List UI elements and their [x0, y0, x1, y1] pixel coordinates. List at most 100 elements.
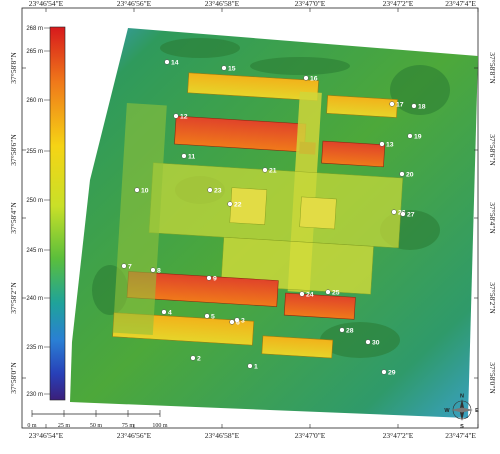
survey-point-marker	[190, 355, 196, 361]
top-lon-label: 23°47'4"E	[445, 0, 476, 8]
survey-point-label: 17	[396, 102, 404, 109]
survey-point-label: 8	[157, 268, 161, 275]
survey-point-2: 2	[190, 355, 201, 363]
survey-point-label: 3	[241, 318, 245, 325]
survey-point-marker	[207, 187, 213, 193]
bottom-lon-label: 23°46'58"E	[205, 431, 240, 440]
survey-point-19: 19	[407, 133, 422, 141]
survey-point-20: 20	[399, 171, 414, 179]
elevation-label: 235 m	[26, 345, 43, 351]
compass-north-label: N	[460, 394, 464, 400]
survey-point-marker	[339, 327, 345, 333]
compass-east-label: E	[475, 408, 479, 414]
survey-point-label: 14	[171, 60, 179, 67]
survey-point-label: 7	[128, 264, 132, 271]
survey-point-label: 30	[372, 340, 380, 347]
right-lat-label: 37°58'8"N	[488, 52, 497, 84]
scale-label: 75 m	[122, 423, 135, 429]
survey-point-marker	[381, 369, 387, 375]
top-lon-label: 23°46'54"E	[29, 0, 64, 8]
survey-point-marker	[229, 319, 235, 325]
survey-point-marker	[227, 201, 233, 207]
survey-point-label: 4	[168, 310, 172, 317]
survey-point-label: 18	[418, 104, 426, 111]
compass-south-label: S	[460, 424, 464, 430]
survey-point-marker	[400, 211, 406, 217]
top-longitude-ticks: 23°46'54"E 23°46'56"E 23°46'58"E 23°47'0"E 2…	[29, 0, 479, 12]
elevation-label: 260 m	[26, 98, 43, 104]
survey-point-21: 21	[262, 167, 277, 175]
dem-terrain	[70, 28, 478, 418]
survey-point-7: 7	[121, 263, 132, 271]
survey-point-marker	[325, 289, 331, 295]
elevation-label: 255 m	[26, 149, 43, 155]
left-lat-label: 37°58'4"N	[9, 202, 18, 234]
top-lon-label: 23°47'0"E	[295, 0, 326, 8]
survey-point-marker	[234, 317, 240, 323]
survey-point-label: 6	[236, 320, 240, 327]
survey-point-label: 1	[254, 364, 258, 371]
survey-point-marker	[262, 167, 268, 173]
survey-point-marker	[365, 339, 371, 345]
survey-point-11: 11	[181, 153, 195, 161]
elevation-legend-labels: 268 m 265 m 260 m 255 m 250 m 245 m 240 m 235 m…	[26, 26, 50, 398]
survey-point-16: 16	[303, 75, 318, 83]
survey-point-label: 15	[228, 66, 236, 73]
survey-point-marker	[164, 59, 170, 65]
bottom-lon-label: 23°47'0"E	[295, 431, 326, 440]
survey-point-28: 28	[339, 327, 354, 335]
survey-point-30: 30	[365, 339, 380, 347]
survey-point-marker	[299, 291, 305, 297]
survey-point-3: 3	[234, 317, 245, 325]
survey-point-25: 25	[325, 289, 340, 297]
survey-point-label: 24	[306, 292, 314, 299]
survey-point-marker	[173, 113, 179, 119]
survey-point-marker	[134, 187, 140, 193]
survey-point-marker	[121, 263, 127, 269]
survey-point-marker	[204, 313, 210, 319]
survey-point-marker	[379, 141, 385, 147]
survey-point-label: 21	[269, 168, 277, 175]
survey-point-label: 13	[386, 142, 394, 149]
survey-point-marker	[206, 275, 212, 281]
bottom-lon-label: 23°46'54"E	[29, 431, 64, 440]
survey-point-label: 11	[188, 154, 195, 161]
survey-point-marker	[181, 153, 187, 159]
survey-point-5: 5	[204, 313, 215, 321]
left-lat-label: 37°58'6"N	[9, 134, 18, 166]
survey-point-label: 9	[213, 276, 217, 283]
survey-point-14: 14	[164, 59, 179, 67]
survey-point-label: 23	[214, 188, 222, 195]
elevation-label: 240 m	[26, 296, 43, 302]
survey-point-13: 13	[379, 141, 394, 149]
survey-point-10: 10	[134, 187, 149, 195]
survey-point-label: 29	[388, 370, 396, 377]
survey-point-label: 19	[414, 134, 422, 141]
left-latitude-ticks: 37°58'8"N 37°58'6"N 37°58'4"N 37°58'2"N 37°5…	[9, 52, 26, 394]
scale-label: 25 m	[58, 423, 71, 429]
scale-label: 50 m	[90, 423, 103, 429]
left-lat-label: 37°58'0"N	[9, 362, 18, 394]
right-latitude-ticks: 37°58'8"N 37°58'6"N 37°58'4"N 37°58'2"N 37°5…	[474, 52, 497, 394]
survey-point-15: 15	[221, 65, 236, 73]
survey-point-marker	[411, 103, 417, 109]
scale-bar: 0 m 25 m 50 m 75 m 100 m	[27, 410, 168, 429]
left-lat-label: 37°58'2"N	[9, 282, 18, 314]
right-lat-label: 37°58'4"N	[488, 202, 497, 234]
survey-point-marker	[221, 65, 227, 71]
left-lat-label: 37°58'8"N	[9, 52, 18, 84]
survey-point-4: 4	[161, 309, 172, 317]
survey-point-label: 22	[234, 202, 242, 209]
survey-point-1: 1	[247, 363, 258, 371]
elevation-label: 268 m	[26, 26, 43, 32]
bottom-lon-label: 23°47'4"E	[445, 431, 476, 440]
survey-point-marker	[389, 101, 395, 107]
elevation-label: 245 m	[26, 248, 43, 254]
survey-point-12: 12	[173, 113, 188, 121]
survey-point-label: 12	[180, 114, 188, 121]
survey-point-24: 24	[299, 291, 314, 299]
scale-label: 100 m	[152, 423, 168, 429]
compass-rose-icon: N S W E	[444, 394, 479, 431]
elevation-colorbar	[49, 26, 66, 401]
